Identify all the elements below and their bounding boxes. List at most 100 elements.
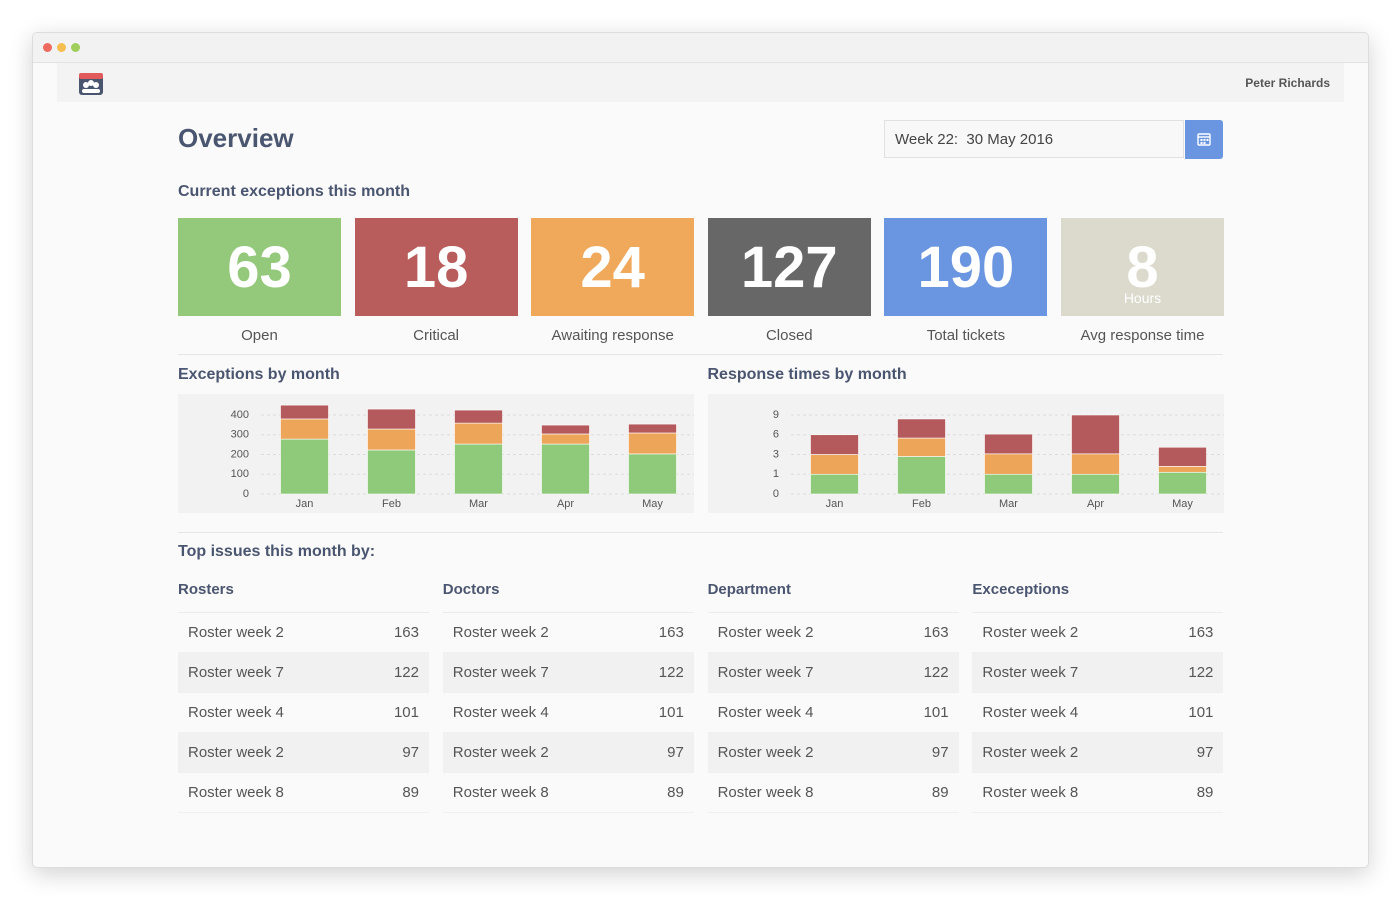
row-value: 89: [1196, 784, 1214, 801]
bar-segment: [541, 424, 590, 435]
stat-tile: 18: [354, 218, 518, 316]
window: Peter Richards Overview Week 22: 30 May …: [32, 32, 1369, 868]
x-tick-label: Mar: [469, 498, 488, 510]
calendar-button[interactable]: [1185, 120, 1223, 159]
table-row: Roster week 7 122: [707, 653, 959, 693]
row-value: 97: [931, 744, 949, 761]
row-value: 101: [1188, 704, 1214, 721]
x-tick-label: Jan: [825, 498, 843, 510]
bar-segment: [1157, 466, 1207, 473]
logo[interactable]: [78, 70, 104, 96]
bar-segment: [454, 422, 503, 445]
row-value: 101: [923, 704, 949, 721]
bar-segment: [628, 432, 677, 455]
bar-segment: [1070, 473, 1120, 495]
row-value: 101: [393, 704, 419, 721]
table-header: Doctors: [442, 579, 694, 613]
bar-segment: [809, 434, 859, 455]
table-row: Roster week 2 163: [972, 613, 1224, 653]
bar-segment: [983, 433, 1033, 455]
row-value: 101: [658, 704, 684, 721]
stat-value: 8: [1126, 235, 1159, 300]
y-tick-label: 100: [231, 468, 249, 480]
y-tick-label: 1: [772, 468, 778, 480]
row-name: Roster week 7: [188, 664, 284, 681]
stat-tile: 24: [531, 218, 695, 316]
bar-segment: [628, 423, 677, 434]
row-name: Roster week 2: [717, 624, 814, 641]
y-tick-label: 6: [772, 429, 778, 441]
divider: [178, 532, 1223, 533]
stat-label: Closed: [765, 327, 813, 344]
bar-segment: [367, 449, 416, 495]
row-value: 163: [1188, 624, 1214, 641]
row-value: 122: [658, 664, 684, 681]
date-input[interactable]: Week 22: 30 May 2016: [884, 120, 1184, 158]
issue-table: Rosters Roster week 2 163 Roster week 7 122 R…: [178, 579, 429, 813]
row-name: Roster week 2: [188, 624, 284, 641]
stat-unit: Hours: [1123, 290, 1162, 306]
stat-value: 24: [580, 235, 645, 300]
row-value: 122: [923, 664, 949, 681]
table-row: Roster week 7 122: [972, 653, 1224, 693]
bar-segment: [896, 456, 946, 495]
chart-title: Response times by month: [707, 366, 907, 383]
row-value: 163: [393, 624, 419, 641]
bar-segment: [280, 404, 329, 420]
row-name: Roster week 7: [452, 664, 549, 681]
x-tick-label: Apr: [557, 498, 574, 510]
row-name: Roster week 2: [717, 744, 814, 761]
row-name: Roster week 2: [982, 744, 1079, 761]
bar-segment: [541, 443, 590, 495]
calendar-icon: [1197, 133, 1211, 146]
bar-segment: [367, 408, 416, 430]
row-name: Roster week 2: [982, 624, 1079, 641]
x-tick-label: Mar: [999, 498, 1018, 510]
row-value: 97: [1196, 744, 1214, 761]
row-name: Roster week 8: [188, 784, 284, 801]
issue-table: Doctors Roster week 2 163 Roster week 7 122 R…: [442, 579, 694, 813]
table-row: Roster week 2 163: [442, 613, 694, 653]
table-row: Roster week 7 122: [442, 653, 694, 693]
y-tick-label: 3: [772, 448, 778, 460]
row-name: Roster week 4: [188, 704, 284, 721]
table-row: Roster week 8 89: [972, 773, 1224, 813]
row-name: Roster week 2: [452, 744, 549, 761]
close-button[interactable]: [43, 43, 52, 52]
title-bar: [33, 33, 1368, 63]
chart-area: 0 1 3 6 9 Jan Feb Mar Apr May: [707, 394, 1224, 513]
table-header: Department: [707, 579, 959, 613]
x-tick-label: May: [642, 498, 663, 510]
row-value: 97: [402, 744, 419, 761]
page-title: Overview: [178, 123, 294, 153]
table-row: Roster week 4 101: [442, 693, 694, 733]
bar-segment: [280, 418, 329, 440]
row-value: 163: [658, 624, 684, 641]
stat-label: Awaiting response: [551, 327, 674, 344]
chart-area: 0 100 200 300 400 Jan Feb Mar Apr May: [178, 394, 694, 513]
row-name: Roster week 2: [188, 744, 284, 761]
issue-table: Department Roster week 2 163 Roster week 7 1…: [707, 579, 959, 813]
divider: [178, 354, 1223, 355]
stat-value: 190: [917, 235, 1015, 300]
y-tick-label: 200: [231, 448, 249, 460]
table-row: Roster week 2 97: [442, 733, 694, 773]
chart: 0 1 3 6 9 Jan Feb Mar Apr May: [772, 409, 1224, 510]
stat-value: 127: [740, 235, 838, 300]
stat-label: Total tickets: [926, 327, 1006, 344]
user-name[interactable]: Peter Richards: [1245, 76, 1330, 90]
zoom-button[interactable]: [71, 43, 80, 52]
stat-tile: 8 Hours: [1061, 218, 1224, 316]
y-tick-label: 9: [772, 409, 778, 421]
stat-tile: 63: [178, 218, 341, 316]
issue-table: Exceceptions Roster week 2 163 Roster week …: [972, 579, 1224, 813]
table-row: Roster week 4 101: [707, 693, 959, 733]
y-tick-label: 400: [231, 409, 249, 421]
minimize-button[interactable]: [57, 43, 66, 52]
row-value: 89: [402, 784, 419, 801]
bar-segment: [983, 453, 1033, 475]
x-tick-label: Feb: [912, 498, 931, 510]
row-value: 97: [667, 744, 684, 761]
row-value: 89: [667, 784, 684, 801]
